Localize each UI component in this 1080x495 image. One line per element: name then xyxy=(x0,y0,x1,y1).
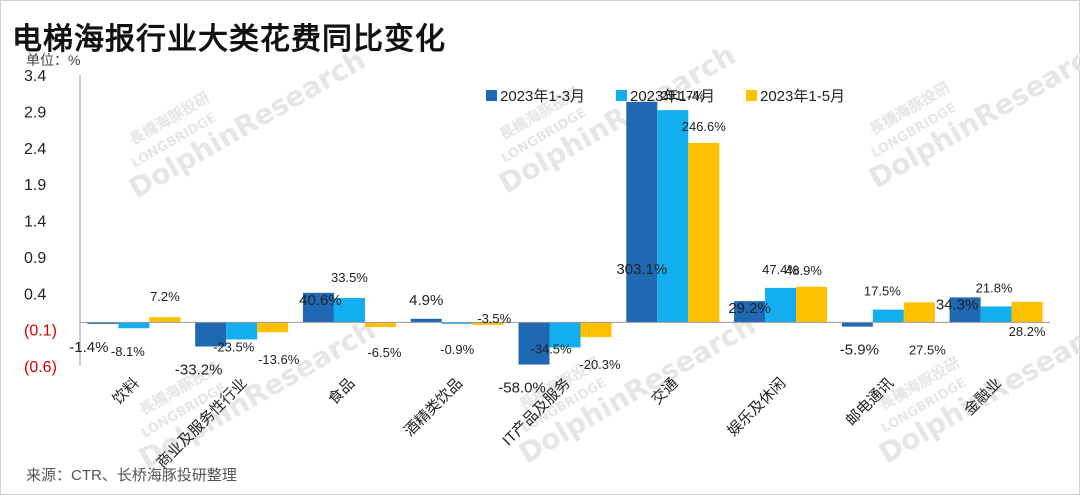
bar xyxy=(472,322,504,325)
data-label: -58.0% xyxy=(498,380,546,397)
chart-title: 电梯海报行业大类花费同比变化 xyxy=(12,22,446,57)
y-tick-label: 0.9 xyxy=(24,250,46,267)
bar xyxy=(333,297,365,323)
x-category-label: 食品 xyxy=(325,375,358,408)
data-label: 4.9% xyxy=(409,292,443,309)
legend-swatch xyxy=(616,90,627,101)
y-tick-label: 3.4 xyxy=(24,68,46,85)
data-label: 33.5% xyxy=(331,270,368,285)
legend-label: 2023年1-3月 xyxy=(500,88,585,105)
bar xyxy=(441,322,473,324)
bar xyxy=(1011,301,1043,323)
data-label: -20.3% xyxy=(579,357,621,372)
bar xyxy=(149,317,181,323)
bar xyxy=(226,322,258,340)
bar xyxy=(364,322,396,328)
data-label: 47.4% xyxy=(762,262,799,277)
unit-label: 单位：% xyxy=(26,52,81,68)
y-tick-label: 0.4 xyxy=(24,286,46,303)
data-label: -34.5% xyxy=(530,341,572,356)
bar xyxy=(796,286,828,323)
data-label: 303.1% xyxy=(616,261,667,278)
y-tick-label: 1.9 xyxy=(24,177,46,194)
data-label: -0.9% xyxy=(440,342,474,357)
data-label: -5.9% xyxy=(840,342,879,359)
data-label: 291.7% xyxy=(661,88,706,103)
bar xyxy=(980,306,1012,323)
y-axis: 3.4 2.9 2.4 1.9 1.4 0.9 0.4 (0.1) (0.6) xyxy=(24,68,81,376)
data-label: -23.5% xyxy=(213,339,255,354)
y-tick-label: 2.9 xyxy=(24,104,46,121)
data-label: -8.1% xyxy=(111,344,145,359)
data-label: 28.2% xyxy=(1009,324,1046,339)
data-label: 48.9% xyxy=(785,263,822,278)
bar xyxy=(580,322,612,338)
bar xyxy=(626,101,658,323)
data-label: 29.2% xyxy=(728,300,771,317)
x-category-label: 酒精类饮品 xyxy=(401,375,466,440)
data-label: -3.5% xyxy=(477,311,511,326)
data-label: 40.6% xyxy=(299,292,342,309)
legend-swatch xyxy=(746,90,757,101)
bar xyxy=(549,322,581,348)
legend-item: 2023年1-4月 xyxy=(616,88,715,105)
legend-label: 2023年1-5月 xyxy=(760,88,845,105)
data-label: -6.5% xyxy=(367,345,401,360)
data-label: 246.6% xyxy=(682,119,727,134)
bar xyxy=(688,142,720,323)
data-label: 7.2% xyxy=(150,289,180,304)
legend-swatch xyxy=(486,90,497,101)
y-tick-label: 1.4 xyxy=(24,214,46,231)
bar xyxy=(841,322,873,327)
bar-layer xyxy=(87,101,1043,365)
bar xyxy=(765,287,797,323)
data-label: -13.6% xyxy=(258,352,300,367)
bar xyxy=(657,110,689,323)
data-label: 21.8% xyxy=(976,280,1013,295)
bar xyxy=(118,322,150,329)
legend-item: 2023年1-3月 xyxy=(486,88,585,105)
bar xyxy=(518,322,550,365)
legend-item: 2023年1-5月 xyxy=(746,88,845,105)
bar xyxy=(734,301,766,323)
bar xyxy=(410,318,442,323)
data-label: -33.2% xyxy=(175,362,223,379)
bar xyxy=(302,292,334,323)
legend-label: 2023年1-4月 xyxy=(630,88,715,105)
data-label-layer: -1.4% -8.1% 7.2% -33.2% -23.5%-13.6% 40.6% 33.… xyxy=(69,88,1046,396)
legend: 2023年1-3月 2023年1-4月 2023年1-5月 xyxy=(486,88,845,105)
bar xyxy=(257,322,289,333)
bar xyxy=(949,297,981,323)
data-label: -1.4% xyxy=(69,339,108,356)
bar xyxy=(87,322,119,324)
data-label: 34.3% xyxy=(936,296,979,313)
source-note: 来源：CTR、长桥海豚投研整理 xyxy=(26,467,237,484)
x-category-label: 娱乐及休闲 xyxy=(724,375,789,440)
data-label: 17.5% xyxy=(864,284,901,299)
bar xyxy=(195,322,227,347)
bar xyxy=(872,309,904,323)
y-tick-label: 2.4 xyxy=(24,141,46,158)
y-tick-label: (0.6) xyxy=(24,359,57,376)
bar xyxy=(903,302,935,323)
y-tick-label: (0.1) xyxy=(24,323,57,340)
data-label: 27.5% xyxy=(909,342,946,357)
